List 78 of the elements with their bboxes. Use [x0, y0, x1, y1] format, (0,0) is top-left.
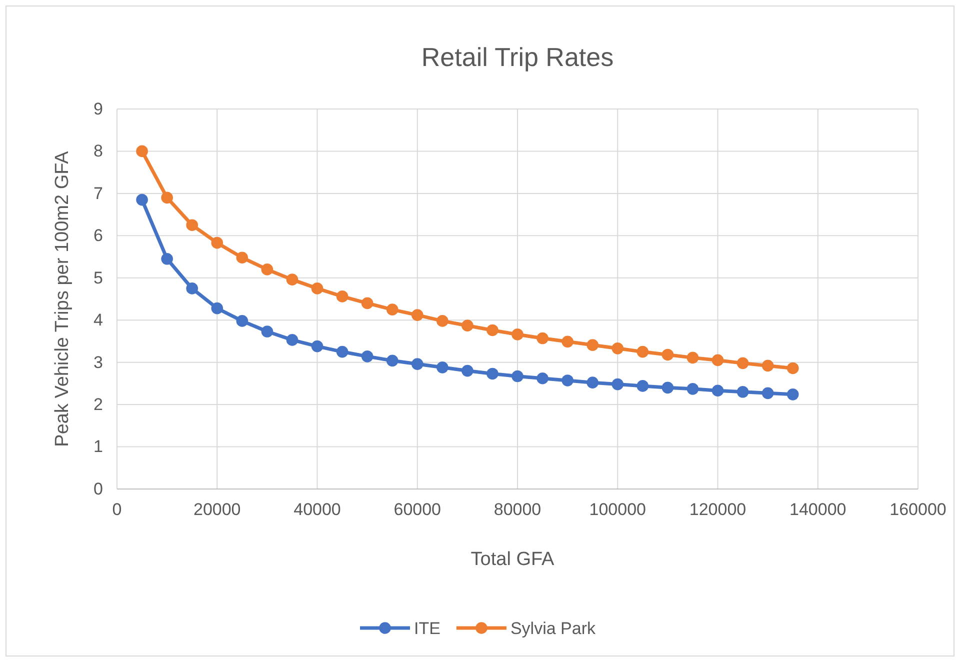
y-tick-label: 1	[94, 437, 103, 456]
point	[286, 274, 298, 286]
point	[536, 372, 548, 384]
x-tick-label: 0	[112, 500, 122, 520]
point	[361, 350, 374, 362]
point	[762, 387, 774, 400]
x-tick-label: 80000	[494, 500, 542, 520]
point	[512, 328, 524, 340]
point	[236, 252, 248, 264]
y-tick-label: 9	[94, 99, 103, 118]
point	[436, 361, 448, 374]
point	[261, 264, 274, 276]
point	[286, 334, 298, 346]
point	[462, 320, 474, 332]
point	[736, 357, 749, 370]
point	[636, 346, 649, 358]
point	[662, 382, 674, 394]
point	[636, 380, 649, 392]
y-tick-label: 0	[94, 479, 103, 498]
point	[261, 326, 274, 338]
x-tick-label: 140000	[790, 500, 846, 520]
point	[136, 145, 148, 158]
point	[786, 362, 799, 374]
y-tick-label: 4	[94, 310, 103, 330]
y-tick-label: 2	[94, 394, 103, 414]
point	[211, 302, 224, 314]
point	[712, 354, 724, 366]
point	[436, 315, 448, 327]
point	[586, 339, 599, 351]
point	[512, 370, 524, 382]
point	[311, 282, 324, 294]
point	[586, 376, 599, 389]
point	[762, 360, 774, 372]
point	[712, 384, 724, 397]
x-tick-label: 60000	[394, 500, 442, 520]
point	[486, 324, 498, 336]
point	[562, 374, 574, 386]
point	[386, 304, 398, 316]
point	[612, 378, 624, 390]
point	[736, 386, 749, 398]
y-tick-label: 7	[94, 184, 103, 203]
x-tick-label: 40000	[294, 500, 341, 520]
point	[686, 352, 699, 364]
point	[136, 194, 148, 206]
point	[161, 252, 173, 265]
x-tick-label: 160000	[890, 500, 946, 520]
y-tick-label: 6	[94, 226, 103, 246]
point	[186, 219, 198, 232]
y-axis-title: Peak Vehicle Trips per 100m2 GFA	[52, 150, 73, 447]
point	[686, 383, 699, 395]
point	[236, 315, 248, 327]
point	[411, 358, 424, 370]
point	[336, 290, 348, 302]
point	[612, 342, 624, 354]
point	[486, 368, 498, 380]
x-tick-label: 120000	[689, 500, 746, 520]
point	[186, 282, 198, 294]
point	[536, 332, 548, 344]
point	[361, 297, 374, 310]
y-tick-label: 3	[94, 352, 103, 372]
y-tick-label: 5	[94, 268, 103, 288]
x-axis-title: Total GFA	[470, 549, 555, 570]
x-tick-label: 100000	[589, 500, 646, 520]
y-tick-label: 8	[94, 142, 103, 161]
point	[211, 236, 224, 249]
x-tick-label: 20000	[193, 500, 241, 520]
point	[311, 340, 324, 352]
chart-title: Retail Trip Rates	[421, 42, 614, 72]
legend-label: Sylvia Park	[510, 619, 596, 638]
point	[462, 364, 474, 377]
point	[161, 192, 173, 204]
point	[662, 348, 674, 361]
point	[336, 346, 348, 358]
legend-label: ITE	[414, 619, 440, 638]
point	[562, 336, 574, 348]
point	[786, 388, 799, 400]
point	[386, 354, 398, 367]
point	[411, 309, 424, 321]
